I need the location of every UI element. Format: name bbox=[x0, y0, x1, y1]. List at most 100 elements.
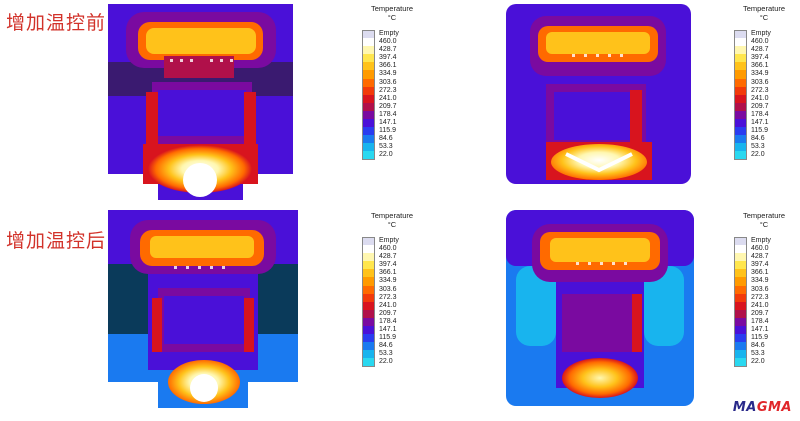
legend-swatch bbox=[362, 277, 375, 286]
legend-entry: 209.7 bbox=[362, 309, 422, 318]
legend-swatch bbox=[734, 317, 747, 327]
legend-swatch bbox=[362, 70, 375, 79]
legend-entry: 84.6 bbox=[362, 342, 422, 351]
legend-entry: 334.9 bbox=[362, 277, 422, 286]
legend-entry: 53.3 bbox=[734, 143, 794, 152]
legend-swatch bbox=[362, 119, 375, 128]
legend-swatch bbox=[734, 86, 747, 95]
magma-logo: MAGMA bbox=[732, 400, 792, 415]
legend-entry: 178.4 bbox=[734, 110, 794, 120]
legend-swatch bbox=[734, 143, 747, 152]
legend-entry: 334.9 bbox=[734, 70, 794, 79]
legend-value: 334.9 bbox=[751, 277, 769, 285]
legend-swatch bbox=[362, 143, 375, 152]
legend-swatch bbox=[734, 245, 747, 254]
legend-swatch bbox=[362, 127, 375, 136]
legend-value: 241.0 bbox=[751, 94, 769, 102]
legend-entry: 303.6 bbox=[362, 285, 422, 294]
legend-swatch bbox=[734, 46, 747, 55]
legend-swatch bbox=[734, 293, 747, 302]
legend-value: 397.4 bbox=[379, 54, 397, 62]
legend-entry: 241.0 bbox=[734, 94, 794, 103]
legend-value: 428.7 bbox=[751, 253, 769, 261]
legend-swatch bbox=[362, 253, 375, 262]
legend-value: 178.4 bbox=[751, 317, 769, 325]
legend-value: 241.0 bbox=[379, 301, 397, 309]
legend-value: 209.7 bbox=[751, 309, 769, 317]
legend-value: 303.6 bbox=[751, 285, 769, 293]
legend-entry: 53.3 bbox=[362, 350, 422, 359]
legend-swatch bbox=[362, 78, 375, 87]
legend-scale: Empty 460.0 428.7 397.4 366.1 334.9 303.6 272.3… bbox=[362, 237, 422, 367]
legend-entry: 428.7 bbox=[734, 46, 794, 55]
legend-swatch bbox=[362, 54, 375, 63]
legend-value: 334.9 bbox=[751, 70, 769, 78]
legend-entry: 303.6 bbox=[734, 285, 794, 294]
legend-value: 178.4 bbox=[379, 110, 397, 118]
legend-entry: 115.9 bbox=[734, 127, 794, 136]
legend-swatch bbox=[734, 269, 747, 278]
legend-swatch bbox=[362, 269, 375, 278]
legend-swatch bbox=[734, 110, 747, 120]
legend-swatch bbox=[734, 54, 747, 63]
legend-title: Temperature bbox=[370, 211, 414, 220]
legend-value: 460.0 bbox=[751, 245, 769, 253]
legend-value: 53.3 bbox=[751, 350, 765, 358]
legend-entry: 178.4 bbox=[362, 317, 422, 327]
legend-entry: 334.9 bbox=[734, 277, 794, 286]
legend-swatch bbox=[734, 358, 747, 367]
legend-title: Temperature bbox=[370, 4, 414, 13]
legend-swatch bbox=[362, 237, 375, 246]
legend-value: 460.0 bbox=[379, 245, 397, 253]
legend-unit: °C bbox=[387, 13, 397, 22]
legend-value: 53.3 bbox=[379, 143, 393, 151]
legend-swatch bbox=[362, 358, 375, 367]
simulation-before-view-b bbox=[506, 4, 691, 184]
legend-entry: 53.3 bbox=[734, 350, 794, 359]
legend-value: 272.3 bbox=[379, 86, 397, 94]
legend-swatch bbox=[362, 135, 375, 144]
legend-swatch bbox=[734, 135, 747, 144]
legend-value: 84.6 bbox=[751, 135, 765, 143]
legend-entry: 366.1 bbox=[362, 62, 422, 71]
legend-swatch bbox=[734, 30, 747, 39]
legend-value: 209.7 bbox=[379, 309, 397, 317]
legend-entry: 209.7 bbox=[362, 102, 422, 111]
legend-value: 115.9 bbox=[379, 334, 396, 342]
legend-unit: °C bbox=[387, 220, 397, 229]
legend-value: 209.7 bbox=[379, 102, 397, 110]
legend-scale: Empty 460.0 428.7 397.4 366.1 334.9 303.6 272.3… bbox=[734, 237, 794, 367]
label-before-temperature-control: 增加温控前 bbox=[6, 12, 107, 34]
legend-value: 115.9 bbox=[751, 127, 768, 135]
legend-entry: 147.1 bbox=[734, 326, 794, 335]
legend-value: 366.1 bbox=[751, 269, 769, 277]
legend-entry: 22.0 bbox=[362, 358, 422, 367]
legend-swatch bbox=[362, 334, 375, 343]
legend-swatch bbox=[734, 261, 747, 270]
legend-entry: 272.3 bbox=[362, 86, 422, 95]
legend-swatch bbox=[362, 301, 375, 310]
legend-swatch bbox=[362, 342, 375, 351]
legend-value: 460.0 bbox=[751, 38, 769, 46]
legend-swatch bbox=[734, 38, 747, 47]
legend-entry: 366.1 bbox=[362, 269, 422, 278]
legend-swatch bbox=[734, 309, 747, 318]
legend-unit: °C bbox=[759, 13, 769, 22]
legend-swatch bbox=[734, 326, 747, 335]
legend-value: 241.0 bbox=[751, 301, 769, 309]
legend-entry: 366.1 bbox=[734, 269, 794, 278]
legend-entry: 397.4 bbox=[362, 261, 422, 270]
legend-value: 22.0 bbox=[751, 151, 765, 159]
legend-swatch bbox=[734, 350, 747, 359]
legend-swatch bbox=[362, 245, 375, 254]
legend-value: 397.4 bbox=[379, 261, 397, 269]
legend-entry: 366.1 bbox=[734, 62, 794, 71]
legend-value: 460.0 bbox=[379, 38, 397, 46]
legend-entry: Empty bbox=[362, 30, 422, 39]
legend-value: Empty bbox=[379, 237, 399, 244]
simulation-before-view-a bbox=[108, 4, 293, 200]
legend-swatch bbox=[362, 62, 375, 71]
legend-value: 272.3 bbox=[751, 293, 769, 301]
legend-value: 84.6 bbox=[379, 135, 393, 143]
legend-swatch bbox=[734, 342, 747, 351]
